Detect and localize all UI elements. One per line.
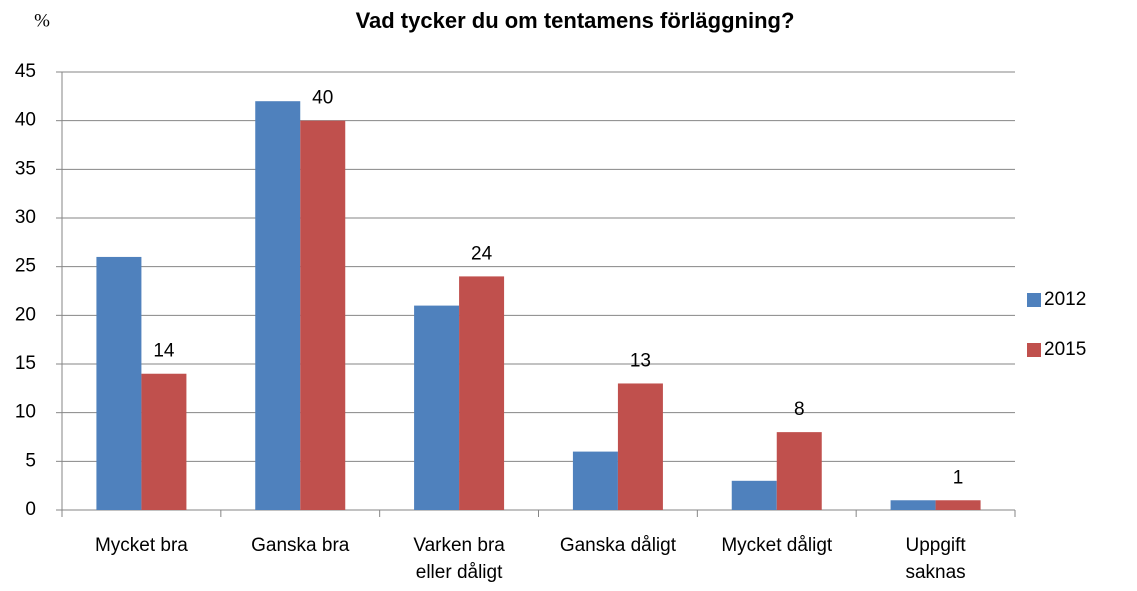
y-tick-label: 20 xyxy=(15,304,36,325)
bar xyxy=(935,500,981,510)
y-axis-label: % xyxy=(34,10,50,31)
bar xyxy=(414,305,460,510)
bar xyxy=(459,276,505,510)
bar xyxy=(776,432,822,510)
x-tick-label: Ganska bra xyxy=(251,535,350,556)
y-tick-label: 10 xyxy=(15,402,36,423)
data-label: 8 xyxy=(794,399,805,420)
data-label: 14 xyxy=(153,341,175,362)
y-tick-label: 45 xyxy=(15,61,36,82)
bar xyxy=(141,373,187,510)
y-tick-label: 30 xyxy=(15,207,36,228)
data-label: 13 xyxy=(630,350,651,371)
legend-swatch xyxy=(1027,343,1041,357)
y-tick-label: 15 xyxy=(15,353,36,374)
data-label: 40 xyxy=(312,88,333,109)
x-tick-label: Mycket dåligt xyxy=(721,535,833,556)
legend-label: 2012 xyxy=(1044,289,1086,310)
bar xyxy=(617,383,663,510)
bar xyxy=(300,120,346,511)
x-tick-label: Uppgift saknas xyxy=(905,535,966,583)
x-tick-label: Mycket bra xyxy=(94,535,188,556)
x-tick-label: Ganska dåligt xyxy=(559,535,676,556)
data-label: 24 xyxy=(471,243,493,264)
x-tick-label: Varken bra eller dåligt xyxy=(413,535,505,583)
bar xyxy=(572,451,618,510)
data-label: 1 xyxy=(953,467,964,488)
y-tick-label: 25 xyxy=(15,256,36,277)
y-tick-label: 35 xyxy=(15,158,36,179)
legend-swatch xyxy=(1027,293,1041,307)
bar xyxy=(255,101,301,510)
y-tick-label: 40 xyxy=(15,110,36,131)
y-tick-label: 0 xyxy=(25,499,36,520)
chart-title: Vad tycker du om tentamens förläggning? xyxy=(356,8,795,33)
bar xyxy=(96,256,142,510)
legend-label: 2015 xyxy=(1044,339,1086,360)
bar xyxy=(731,480,777,510)
y-tick-label: 5 xyxy=(25,450,36,471)
bar xyxy=(890,500,936,510)
